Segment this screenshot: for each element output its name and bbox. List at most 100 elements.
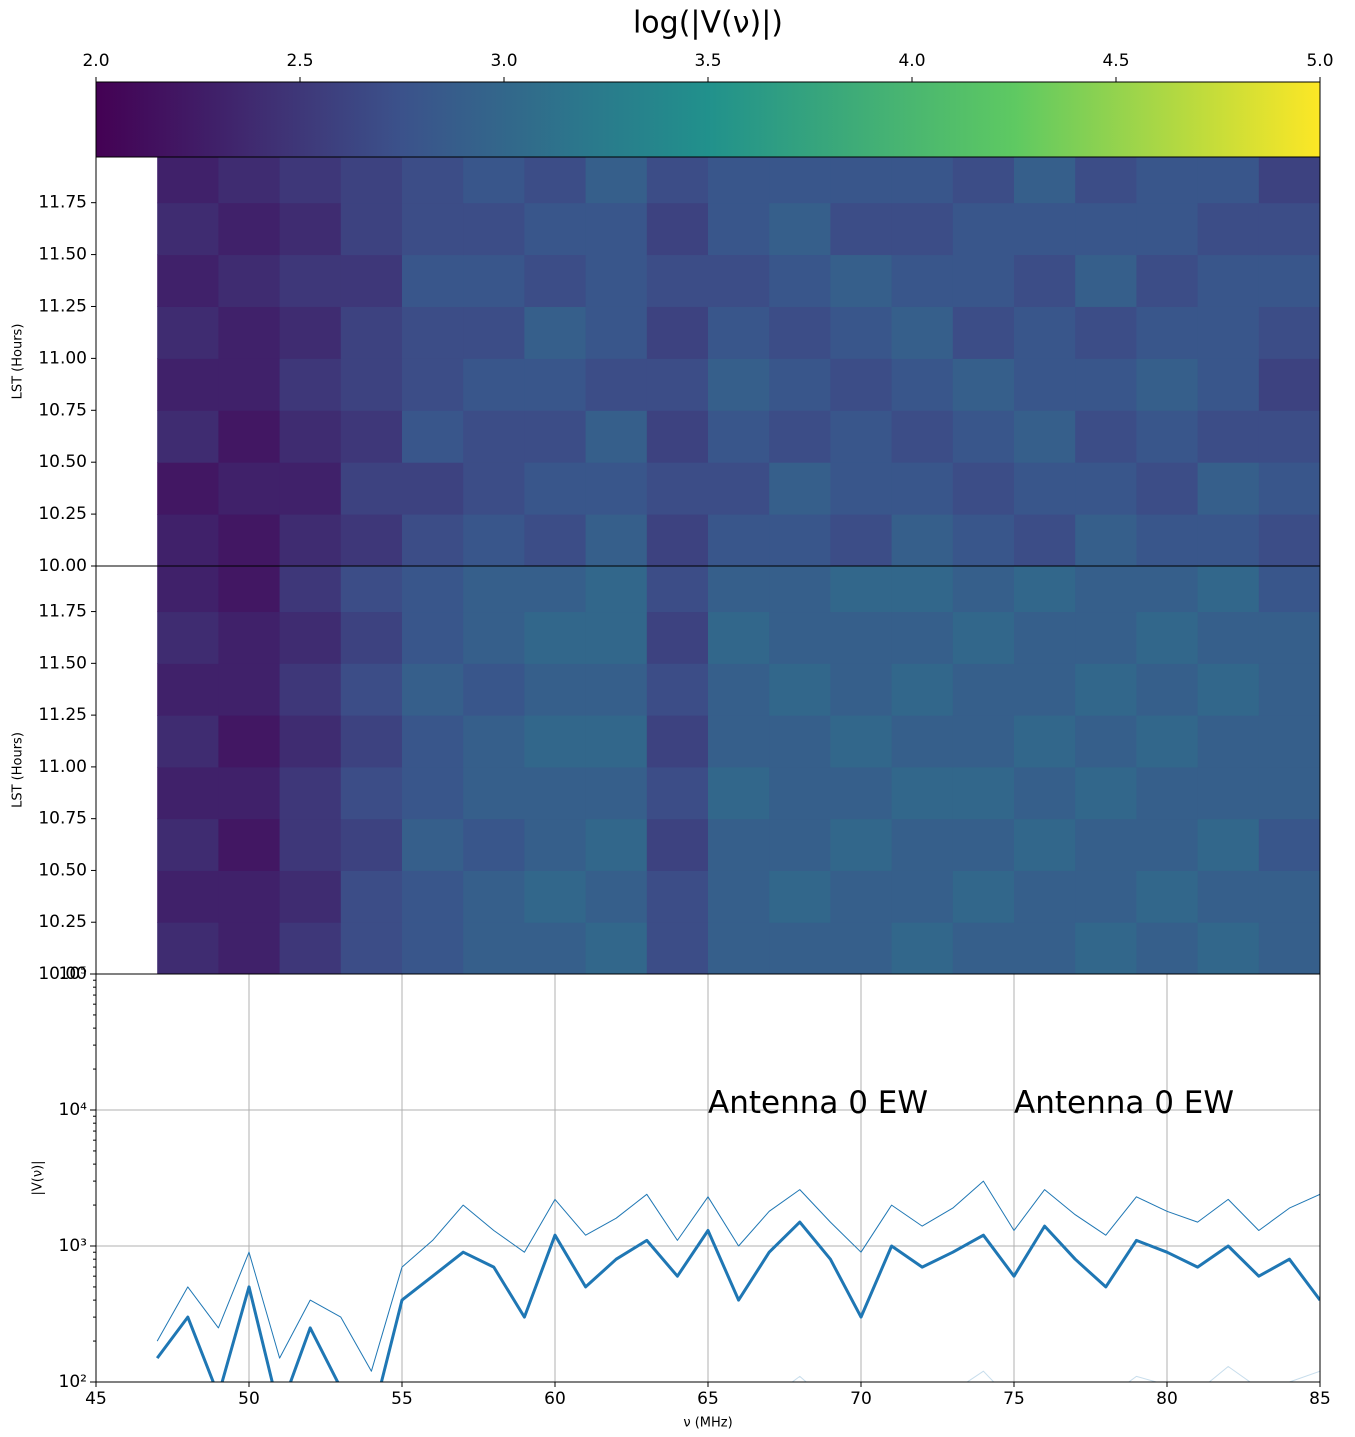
heatmap-cell xyxy=(524,611,587,664)
heatmap-cell xyxy=(463,818,525,871)
heatmap-cell xyxy=(218,157,281,204)
annotation: Antenna 0 EW xyxy=(708,1085,928,1121)
heatmap-cell xyxy=(830,715,893,768)
heatmap-cell xyxy=(585,663,648,716)
heatmap-cell xyxy=(708,514,770,566)
heatmap-cell xyxy=(463,611,525,664)
heatmap-cell xyxy=(891,157,954,204)
heatmap-cell xyxy=(1136,358,1199,411)
heatmap-cell xyxy=(524,306,587,359)
heatmap-cell xyxy=(279,202,342,256)
heatmap-cell xyxy=(769,663,831,716)
colorbar-tick-label: 4.0 xyxy=(898,51,925,71)
heatmap-cell xyxy=(1197,870,1260,923)
heatmap-cell xyxy=(769,410,831,463)
heatmap-cell xyxy=(830,306,893,359)
heatmap-cell xyxy=(1075,410,1137,463)
annotation: Antenna 0 EW xyxy=(1014,1085,1234,1121)
heatmap-cell xyxy=(585,566,648,613)
y-tick-label: 11.75 xyxy=(38,193,87,213)
heatmap-cell xyxy=(1258,766,1320,820)
heatmap-cell xyxy=(1136,818,1199,871)
heatmap-cell xyxy=(1136,715,1199,768)
heatmap-cell xyxy=(646,410,709,463)
heatmap-cell xyxy=(1197,663,1260,716)
heatmap-cell xyxy=(218,818,281,871)
heatmap-cell xyxy=(279,462,342,515)
heatmap-cell xyxy=(218,410,281,463)
heatmap-cell xyxy=(1014,410,1076,463)
heatmap-cell xyxy=(340,663,403,716)
heatmap-cell xyxy=(585,306,648,359)
heatmap-cell xyxy=(708,410,770,463)
heatmap-cell xyxy=(646,766,709,820)
heatmap-cell xyxy=(1258,254,1320,307)
y-tick-label: 10.00 xyxy=(38,556,87,576)
heatmap-cell xyxy=(402,410,464,463)
heatmap-cell xyxy=(708,157,770,204)
y-tick-label: 10.50 xyxy=(38,452,87,472)
heatmap-cell xyxy=(1136,157,1199,204)
heatmap-cell xyxy=(157,766,219,820)
heatmap-cell xyxy=(891,766,954,820)
heatmap-cell xyxy=(157,566,219,613)
heatmap-cell xyxy=(279,715,342,768)
x-tick-label: 70 xyxy=(850,1389,872,1409)
heatmap-cell xyxy=(463,410,525,463)
heatmap-cell xyxy=(340,157,403,204)
x-tick-label: 55 xyxy=(391,1389,413,1409)
heatmap-cell xyxy=(1197,358,1260,411)
heatmap-cell xyxy=(279,157,342,204)
heatmap-cell xyxy=(891,462,954,515)
heatmap-cell xyxy=(463,358,525,411)
heatmap-cell xyxy=(1258,922,1320,974)
heatmap-cell xyxy=(769,922,831,974)
heatmap-cell xyxy=(1258,157,1320,204)
heatmap-cell xyxy=(830,818,893,871)
heatmap-cell xyxy=(463,715,525,768)
heatmap-cell xyxy=(585,766,648,820)
y-tick-label: 10³ xyxy=(59,1236,87,1256)
heatmap-cell xyxy=(524,157,587,204)
heatmap-cell xyxy=(157,922,219,974)
heatmap-cell xyxy=(891,663,954,716)
heatmap-cell xyxy=(218,358,281,411)
heatmap-cell xyxy=(585,157,648,204)
heatmap-cell xyxy=(1014,157,1076,204)
heatmap-cell xyxy=(708,870,770,923)
heatmap-cell xyxy=(279,306,342,359)
heatmap-cell xyxy=(1075,566,1137,613)
heatmap-cell xyxy=(463,922,525,974)
y-axis-label: LST (Hours) xyxy=(11,732,26,808)
heatmap-cell xyxy=(952,462,1015,515)
heatmap-cell xyxy=(952,663,1015,716)
heatmap-cell xyxy=(463,514,525,566)
heatmap-cell xyxy=(1075,306,1137,359)
heatmap-cell xyxy=(646,514,709,566)
heatmap-cell xyxy=(402,514,464,566)
heatmap-cell xyxy=(524,766,587,820)
heatmap-cell xyxy=(952,202,1015,256)
heatmap-cell xyxy=(1136,514,1199,566)
heatmap-cell xyxy=(1075,715,1137,768)
heatmap-cell xyxy=(646,715,709,768)
heatmap-cell xyxy=(952,410,1015,463)
heatmap-cell xyxy=(157,157,219,204)
heatmap-cell xyxy=(891,306,954,359)
heatmap-cell xyxy=(1197,254,1260,307)
heatmap-cell xyxy=(830,611,893,664)
heatmap-cell xyxy=(279,514,342,566)
heatmap-cell xyxy=(1075,462,1137,515)
heatmap-cell xyxy=(157,715,219,768)
heatmap-cell xyxy=(279,566,342,613)
heatmap-cell xyxy=(891,922,954,974)
heatmap-cell xyxy=(218,922,281,974)
heatmap-cell xyxy=(1258,611,1320,664)
heatmap-cell xyxy=(1136,202,1199,256)
heatmap-cell xyxy=(952,870,1015,923)
heatmap-cell xyxy=(1258,358,1320,411)
colorbar-tick-label: 4.5 xyxy=(1102,51,1129,71)
heatmap-cell xyxy=(952,922,1015,974)
heatmap-cell xyxy=(524,818,587,871)
